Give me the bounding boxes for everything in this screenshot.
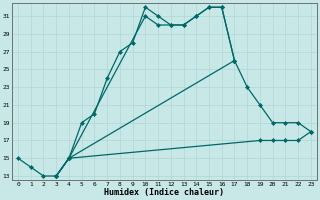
- X-axis label: Humidex (Indice chaleur): Humidex (Indice chaleur): [104, 188, 224, 197]
